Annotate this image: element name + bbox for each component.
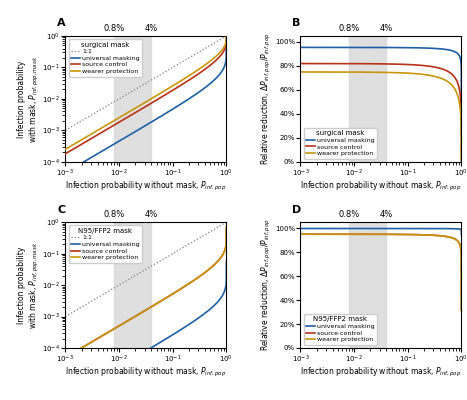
- Text: A: A: [57, 18, 66, 28]
- Text: 0.8%: 0.8%: [103, 210, 125, 220]
- Y-axis label: Infection probability
with mask, $P_{inf,pop,mask}$: Infection probability with mask, $P_{inf…: [17, 55, 41, 142]
- X-axis label: Infection probability without mask, $P_{inf,pop}$: Infection probability without mask, $P_{…: [300, 366, 461, 379]
- Text: 4%: 4%: [145, 24, 158, 33]
- X-axis label: Infection probability without mask, $P_{inf,pop}$: Infection probability without mask, $P_{…: [65, 366, 226, 379]
- Bar: [349, 36, 386, 162]
- X-axis label: Infection probability without mask, $P_{inf,pop}$: Infection probability without mask, $P_{…: [300, 180, 461, 193]
- Legend: universal masking, source control, wearer protection: universal masking, source control, weare…: [304, 314, 377, 345]
- Legend: universal masking, source control, wearer protection: universal masking, source control, weare…: [304, 128, 377, 159]
- Text: 4%: 4%: [145, 210, 158, 220]
- Text: 0.8%: 0.8%: [338, 24, 360, 33]
- Bar: [114, 222, 151, 348]
- Text: 4%: 4%: [380, 24, 393, 33]
- Text: D: D: [292, 205, 302, 215]
- Text: 4%: 4%: [380, 210, 393, 220]
- Bar: [349, 222, 386, 348]
- Text: 0.8%: 0.8%: [338, 210, 360, 220]
- Y-axis label: Infection probability
with mask, $P_{inf,pop,mask}$: Infection probability with mask, $P_{inf…: [17, 242, 41, 329]
- Legend: 1:1, universal masking, source control, wearer protection: 1:1, universal masking, source control, …: [69, 39, 142, 77]
- Y-axis label: Relative reduction, $\Delta P_{inf,pop}/P_{inf,pop}$: Relative reduction, $\Delta P_{inf,pop}/…: [260, 219, 273, 352]
- Y-axis label: Relative reduction, $\Delta P_{inf,pop}/P_{inf,pop}$: Relative reduction, $\Delta P_{inf,pop}/…: [260, 32, 273, 165]
- Legend: 1:1, universal masking, source control, wearer protection: 1:1, universal masking, source control, …: [69, 225, 142, 263]
- Text: C: C: [57, 205, 65, 215]
- Bar: [114, 36, 151, 162]
- Text: B: B: [292, 18, 301, 28]
- Text: 0.8%: 0.8%: [103, 24, 125, 33]
- X-axis label: Infection probability without mask, $P_{inf,pop}$: Infection probability without mask, $P_{…: [65, 180, 226, 193]
